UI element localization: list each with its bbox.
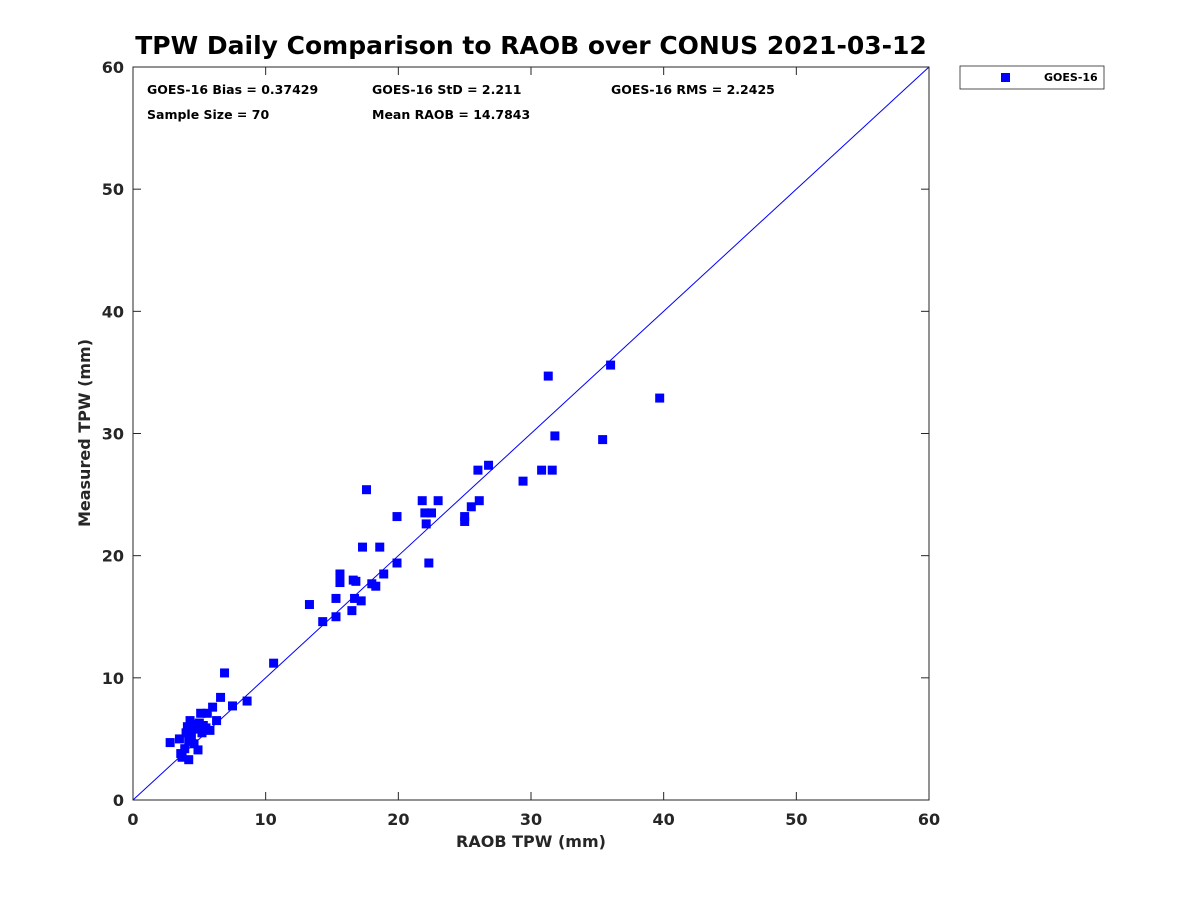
data-point <box>212 716 222 726</box>
data-point <box>424 558 434 568</box>
data-point <box>181 728 191 738</box>
y-tick-label: 40 <box>102 302 124 321</box>
data-point <box>190 724 200 734</box>
data-point <box>188 719 198 729</box>
data-point <box>184 736 194 746</box>
plot-area: 0 10 20 30 40 50 60 0 10 20 30 40 50 60 <box>102 58 940 829</box>
x-tick-label: 50 <box>785 810 807 829</box>
x-tick-label: 20 <box>387 810 409 829</box>
data-point <box>598 435 608 445</box>
data-point <box>304 600 314 610</box>
data-point <box>216 692 226 702</box>
chart-title: TPW Daily Comparison to RAOB over CONUS … <box>135 31 927 60</box>
data-point <box>186 730 196 740</box>
data-point <box>518 476 528 486</box>
data-point <box>318 617 328 627</box>
data-point <box>174 734 184 744</box>
data-point <box>392 558 402 568</box>
one-to-one-line <box>132 66 930 801</box>
x-tick-label: 40 <box>653 810 675 829</box>
data-point <box>473 465 483 475</box>
x-tick-label: 0 <box>127 810 138 829</box>
data-point <box>351 576 361 586</box>
data-point <box>421 519 431 529</box>
data-point <box>228 701 237 711</box>
data-point <box>606 360 616 370</box>
data-point <box>196 708 206 718</box>
data-point <box>433 496 443 506</box>
data-point <box>392 512 402 522</box>
x-axis-label: RAOB TPW (mm) <box>456 832 606 851</box>
y-tick-label: 50 <box>102 180 124 199</box>
y-tick-label: 0 <box>113 791 124 810</box>
data-point <box>197 728 207 738</box>
y-tick-label: 20 <box>102 547 124 566</box>
data-point <box>220 668 230 678</box>
legend-label: GOES-16 <box>1044 71 1098 84</box>
stat-rms: GOES-16 RMS = 2.2425 <box>611 82 775 97</box>
data-point <box>331 612 341 622</box>
data-point <box>202 708 212 718</box>
data-point <box>547 465 557 475</box>
data-point <box>655 393 665 403</box>
data-point <box>537 465 547 475</box>
x-tick-label: 30 <box>520 810 542 829</box>
data-point <box>460 516 470 526</box>
stat-std: GOES-16 StD = 2.211 <box>372 82 521 97</box>
data-point <box>379 569 389 579</box>
data-point <box>177 752 187 762</box>
data-point <box>417 496 427 506</box>
legend-box <box>959 65 1105 90</box>
data-point <box>182 722 192 732</box>
data-point <box>375 542 385 552</box>
x-tick-label: 10 <box>255 810 277 829</box>
data-point <box>358 542 368 552</box>
legend: GOES-16 <box>959 65 1105 90</box>
data-point <box>550 431 560 441</box>
data-point <box>189 739 199 749</box>
data-point <box>460 512 470 522</box>
y-axis-label: Measured TPW (mm) <box>75 339 94 527</box>
x-tick-label: 60 <box>918 810 940 829</box>
data-point <box>335 569 345 579</box>
data-point <box>420 508 430 518</box>
data-point <box>347 606 357 616</box>
data-point <box>350 593 360 603</box>
y-tick-label: 60 <box>102 58 124 77</box>
data-point <box>371 581 381 591</box>
legend-marker <box>1001 73 1010 82</box>
data-point <box>193 745 203 755</box>
data-point <box>427 508 436 518</box>
data-point <box>466 502 476 512</box>
data-point <box>242 696 252 706</box>
data-point <box>165 738 175 748</box>
data-point <box>184 755 194 765</box>
data-point <box>269 658 279 668</box>
data-point <box>205 725 215 735</box>
y-tick-label: 30 <box>102 425 124 444</box>
stat-mean-raob: Mean RAOB = 14.7843 <box>372 107 530 122</box>
data-point <box>180 744 190 754</box>
stat-bias: GOES-16 Bias = 0.37429 <box>147 82 318 97</box>
data-point <box>331 593 341 603</box>
data-points <box>165 360 665 765</box>
data-point <box>361 485 371 495</box>
data-point <box>543 371 553 381</box>
y-tick-label: 10 <box>102 669 124 688</box>
data-point <box>208 702 218 712</box>
stat-sample-size: Sample Size = 70 <box>147 107 269 122</box>
data-point <box>484 460 494 470</box>
axis-ticks: 0 10 20 30 40 50 60 0 10 20 30 40 50 60 <box>102 58 940 829</box>
data-point <box>335 578 345 588</box>
data-point <box>356 596 366 606</box>
data-point <box>474 496 484 506</box>
